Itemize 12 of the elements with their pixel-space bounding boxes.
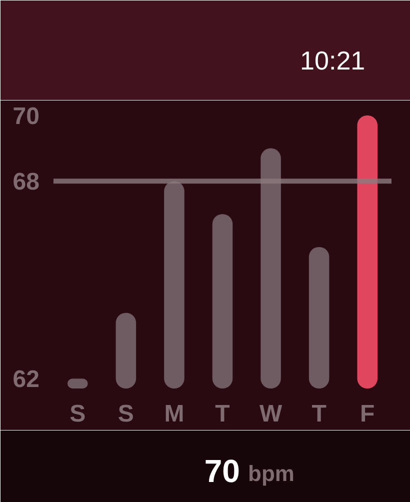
y-tick-label: 70 [12, 102, 40, 130]
x-tick-label: T [215, 400, 230, 428]
x-tick-label: S [118, 400, 134, 428]
x-tick-label: M [164, 400, 184, 428]
y-tick-label: 62 [12, 366, 40, 394]
x-tick-label: S [70, 400, 86, 428]
text: 10:21 [300, 46, 366, 76]
x-tick-label: F [360, 400, 375, 428]
x-tick-label: T [312, 400, 327, 428]
text: 70 bpm [204, 453, 295, 489]
x-tick-label: W [259, 400, 282, 428]
y-tick-label: 68 [12, 168, 40, 196]
